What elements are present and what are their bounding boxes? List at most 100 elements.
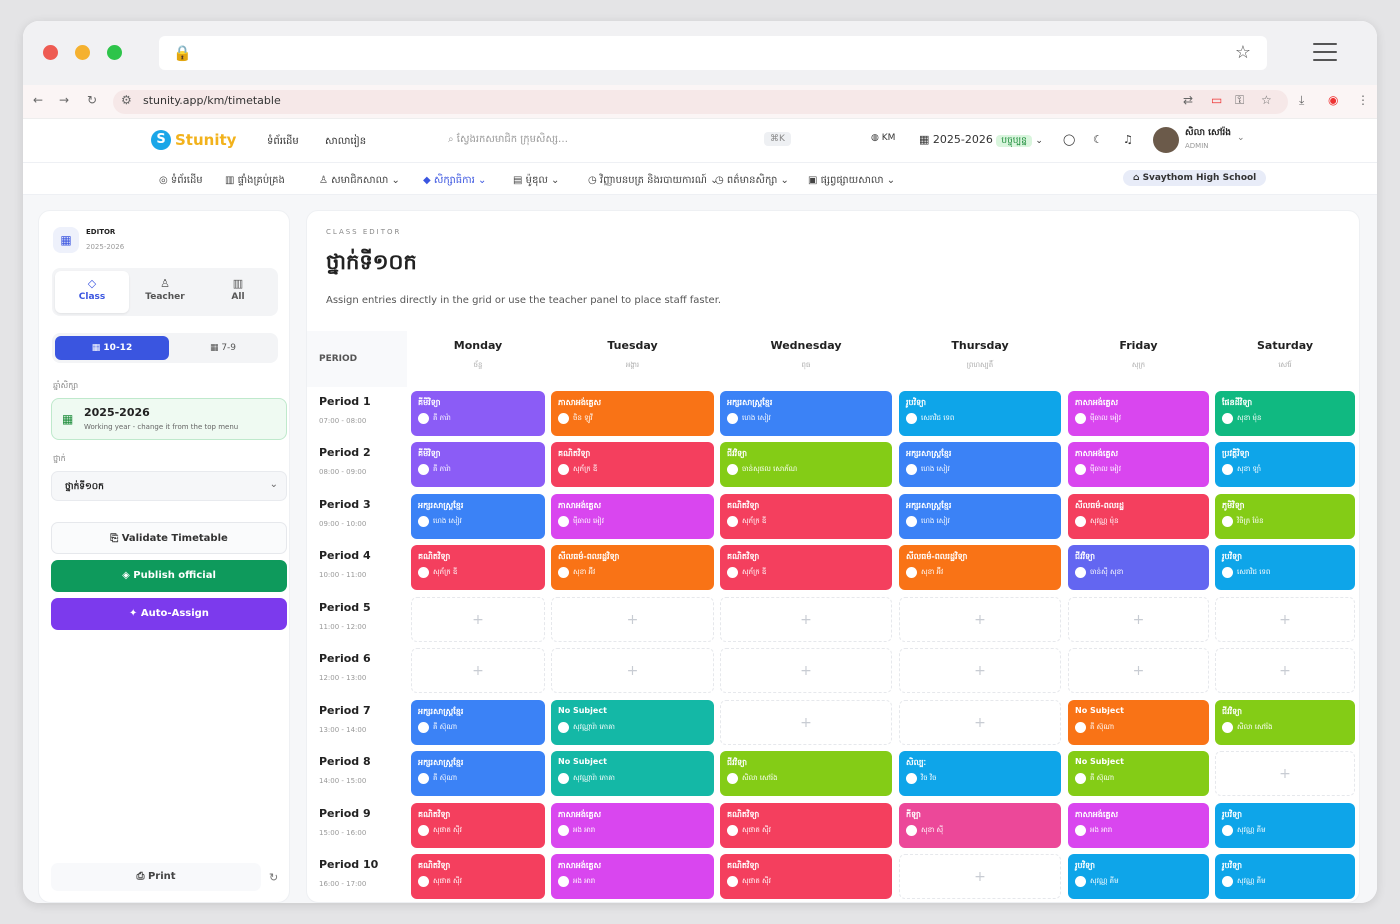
timetable-entry[interactable]: គណិតវិទ្យា សុផាត សុីវ [411,803,545,848]
nav-item-dashboard[interactable]: ▥ ផ្ទាំងគ្រប់គ្រង [225,175,285,186]
empty-slot[interactable]: + [411,597,545,642]
grade-tab-7-9[interactable]: ▦ 7-9 [209,343,237,353]
empty-slot[interactable]: + [1068,597,1209,642]
timetable-entry[interactable]: គណិតវិទ្យា សុផាត សុីវ [411,854,545,899]
timetable-entry[interactable]: អក្សរសាស្ត្រខ្មែរ គី ស៊ុណា [411,751,545,796]
empty-slot[interactable]: + [411,648,545,693]
nav-item-members[interactable]: ♙ សមាជិកសាលា ⌄ [319,175,400,186]
empty-slot[interactable]: + [1215,648,1355,693]
empty-slot[interactable]: + [720,597,892,642]
timetable-entry[interactable]: អក្សរសាស្ត្រខ្មែរ ហេង សៀវ [411,494,545,539]
timetable-entry[interactable]: គីមីវិទ្យា គី ភារ៉ា [411,442,545,487]
empty-slot[interactable]: + [720,648,892,693]
download-icon[interactable]: ⤓ [1299,93,1305,107]
forward-icon[interactable]: → [59,93,70,107]
empty-slot[interactable]: + [899,854,1061,899]
timetable-entry[interactable]: អក្សរសាស្ត្រខ្មែរ ហេង សៀវ [899,494,1061,539]
print-button[interactable]: ⎙ Print [51,863,261,891]
timetable-entry[interactable]: សីលធម៌-ពលរដ្ឋ សុវណ្ណ ម៉ុន [1068,494,1209,539]
url-field[interactable] [113,90,1288,114]
timetable-entry[interactable]: រូបវិទ្យា សេរាវិជ ទេព [899,391,1061,436]
timetable-entry[interactable]: ជីវវិទ្យា ចាន់ស៊ី សុខា [1068,545,1209,590]
tab-teacher[interactable]: ♙ Teacher [128,271,202,313]
timetable-entry[interactable]: គណិតវិទ្យា សុភ័ក្រ ឌី [720,545,892,590]
avatar[interactable] [1153,127,1179,153]
empty-slot[interactable]: + [899,700,1061,745]
timetable-entry[interactable]: No Subject សុវណ្ណារ៉ា ភោគា [551,751,714,796]
timetable-entry[interactable]: រូបវិទ្យា សុវណ្ណ គីម [1215,803,1355,848]
timetable-entry[interactable]: អក្សរសាស្ត្រខ្មែរ គី ស៊ុណា [411,700,545,745]
timetable-entry[interactable]: អក្សរសាស្ត្រខ្មែរ ហេង សៀវ [899,442,1061,487]
timetable-entry[interactable]: សិល្បៈ វិច វិច [899,751,1061,796]
logo[interactable]: S Stunity [151,130,236,150]
timetable-entry[interactable]: អក្សរសាស្ត្រខ្មែរ ហេង សៀវ [720,391,892,436]
validate-timetable-button[interactable]: ⎘ Validate Timetable [51,522,287,554]
language-switch[interactable]: ◍ KM [871,133,895,143]
bookmark-star-icon[interactable]: ☆ [1234,42,1251,63]
translate-icon[interactable]: ⇄ [1183,93,1194,107]
timetable-entry[interactable]: គីមីវិទ្យា គី ភារ៉ា [411,391,545,436]
profile-icon[interactable]: ◉ [1328,93,1339,107]
empty-slot[interactable]: + [1215,751,1355,796]
cast-icon[interactable]: ▭ [1211,93,1223,107]
header-nav-home[interactable]: ទំព័រដើម [267,136,299,147]
timetable-entry[interactable]: No Subject គី ស៊ុណា [1068,751,1209,796]
empty-slot[interactable]: + [899,597,1061,642]
tab-class[interactable]: ◇ Class [55,271,129,313]
refresh-icon[interactable]: ↻ [269,871,279,884]
timetable-entry[interactable]: ភាសាអង់គ្លេស ចិន ឡូវី [551,391,714,436]
nav-item-study-info[interactable]: ◷ ពត៌មានសិក្សា ⌄ [715,175,789,186]
school-badge[interactable]: ⌂ Svaythom High School [1123,170,1267,186]
class-select[interactable]: ថ្នាក់ទី១០ក ⌄ [51,471,287,501]
empty-slot[interactable]: + [1068,648,1209,693]
timetable-entry[interactable]: រូបវិទ្យា សេរាវិជ ទេព [1215,545,1355,590]
chat-icon[interactable]: ◯ [1063,133,1076,146]
timetable-entry[interactable]: រូបវិទ្យា សុវណ្ណ គីម [1215,854,1355,899]
nav-item-academics[interactable]: ◆ សិក្សាធិការ ⌄ [423,175,487,186]
search-input[interactable]: ⌕ ស្វែងរកសមាជិក ក្រុមសិស្ស… [448,132,568,147]
empty-slot[interactable]: + [551,648,714,693]
timetable-entry[interactable]: ផែនដីវិទ្យា សុខា ម៉ុន [1215,391,1355,436]
timetable-entry[interactable]: គណិតវិទ្យា សុផាត សុីវ [720,803,892,848]
timetable-entry[interactable]: ភាសាអង់គ្លេស ម៉ីឆាល អៀវ [1068,391,1209,436]
auto-assign-button[interactable]: ✦ Auto-Assign [51,598,287,630]
timetable-entry[interactable]: ភាសាអង់គ្លេស អង អារា [1068,803,1209,848]
timetable-entry[interactable]: គណិតវិទ្យា សុភ័ក្រ ឌី [551,442,714,487]
bookmark-icon[interactable]: ☆ [1261,93,1272,107]
timetable-entry[interactable]: ជីវវិទ្យា ចាន់សុផល សោភ័ណ [720,442,892,487]
year-selector[interactable]: ▦ 2025-2026 បច្ចុប្បន្ន ⌄ [919,133,1043,148]
timetable-entry[interactable]: គណិតវិទ្យា សុផាត សុីវ [720,854,892,899]
timetable-entry[interactable]: សីលធម៌-ពលរដ្ឋវិទ្យា សុខា អ៊ីវ [551,545,714,590]
timetable-entry[interactable]: គណិតវិទ្យា សុភ័ក្រ ឌី [411,545,545,590]
timetable-entry[interactable]: រូបវិទ្យា សុវណ្ណ គីម [1068,854,1209,899]
empty-slot[interactable]: + [1215,597,1355,642]
site-settings-icon[interactable]: ⚙ [121,93,132,107]
timetable-entry[interactable]: ភាសាអង់គ្លេស អង អារា [551,854,714,899]
empty-slot[interactable]: + [899,648,1061,693]
timetable-entry[interactable]: គណិតវិទ្យា សុភ័ក្រ ឌី [720,494,892,539]
nav-item-home[interactable]: ◎ ទំព័រដើម [159,175,203,186]
empty-slot[interactable]: + [720,700,892,745]
timetable-entry[interactable]: ជីវវិទ្យា សិលា សៅរ៉ង [720,751,892,796]
close-window-button[interactable] [43,45,58,60]
user-menu-chevron-icon[interactable]: ⌄ [1237,133,1245,143]
timetable-entry[interactable]: កីឡា សុខា ស៊ី [899,803,1061,848]
password-key-icon[interactable]: ⚿ [1235,93,1245,107]
minimize-window-button[interactable] [75,45,90,60]
grade-tab-10-12[interactable]: ▦ 10-12 [55,336,169,360]
menu-icon[interactable] [1313,43,1337,61]
timetable-entry[interactable]: ភាសាអង់គ្លេស ម៉ីឆាល អៀវ [1068,442,1209,487]
notification-bell-icon[interactable]: ♫ [1123,133,1133,146]
omnibox[interactable]: 🔒 ☆ [159,36,1267,70]
publish-official-button[interactable]: ◈ Publish official [51,560,287,592]
dark-mode-icon[interactable]: ☾ [1093,133,1103,146]
timetable-entry[interactable]: No Subject សុវណ្ណារ៉ា ភោគា [551,700,714,745]
nav-item-school-promo[interactable]: ▣ ផ្សព្វផ្សាយសាលា ⌄ [808,175,896,186]
timetable-entry[interactable]: ភូមិវិទ្យា វិចិត្រ ម៉ែន [1215,494,1355,539]
empty-slot[interactable]: + [551,597,714,642]
timetable-entry[interactable]: សីលធម៌-ពលរដ្ឋវិទ្យា សុខា អ៊ីវ [899,545,1061,590]
user-name[interactable]: សិលា សៅរ៉ង [1185,128,1231,138]
timetable-entry[interactable]: ភាសាអង់គ្លេស អង អារា [551,803,714,848]
more-icon[interactable]: ⋮ [1357,93,1369,107]
timetable-entry[interactable]: ជីវវិទ្យា សិលា សៅរ៉ង [1215,700,1355,745]
